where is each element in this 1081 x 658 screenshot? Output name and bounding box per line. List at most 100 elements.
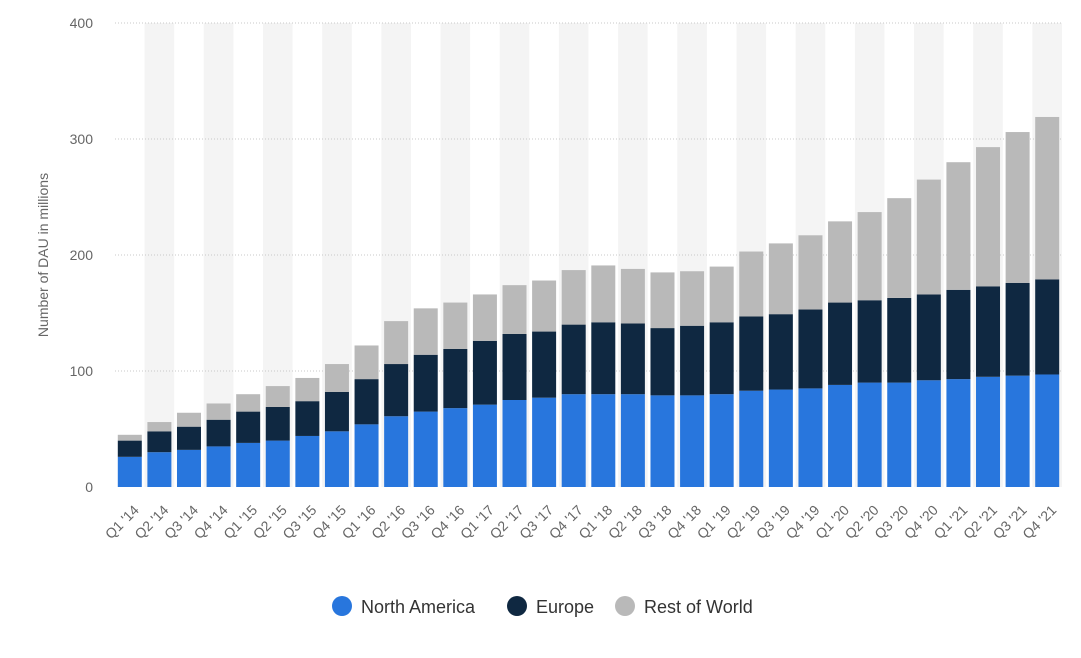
bar-segment[interactable] — [532, 397, 557, 487]
bar-segment[interactable] — [798, 309, 823, 389]
bar-segment[interactable] — [472, 404, 497, 487]
bar-segment[interactable] — [354, 345, 379, 380]
bar-segment[interactable] — [354, 424, 379, 487]
bar-segment[interactable] — [680, 325, 705, 396]
bar-segment[interactable] — [946, 379, 971, 487]
bar-segment[interactable] — [709, 322, 734, 395]
bar-segment[interactable] — [620, 323, 645, 395]
bar-segment[interactable] — [650, 328, 675, 396]
bar-segment[interactable] — [206, 419, 231, 447]
bar-segment[interactable] — [591, 322, 616, 395]
bar-segment[interactable] — [324, 364, 349, 392]
bar-segment[interactable] — [680, 395, 705, 487]
bar-segment[interactable] — [236, 411, 261, 443]
bar-segment[interactable] — [532, 280, 557, 332]
bar-segment[interactable] — [916, 294, 941, 381]
bar-segment[interactable] — [650, 395, 675, 487]
bar-segment[interactable] — [117, 434, 142, 441]
bar-segment[interactable] — [828, 384, 853, 487]
bar-segment[interactable] — [176, 412, 201, 427]
bar-segment[interactable] — [443, 408, 468, 487]
bar-segment[interactable] — [709, 266, 734, 323]
bar-segment[interactable] — [680, 271, 705, 326]
bar-segment[interactable] — [1005, 282, 1030, 376]
bar-segment[interactable] — [502, 285, 527, 334]
bar-segment[interactable] — [976, 376, 1001, 487]
bar-segment[interactable] — [413, 308, 438, 355]
bar-segment[interactable] — [472, 340, 497, 405]
bar-segment[interactable] — [1005, 375, 1030, 487]
bar-segment[interactable] — [206, 446, 231, 487]
bar-segment[interactable] — [443, 348, 468, 409]
bar-segment[interactable] — [561, 270, 586, 325]
bar-segment[interactable] — [916, 179, 941, 295]
bar-segment[interactable] — [887, 297, 912, 383]
bar-segment[interactable] — [768, 243, 793, 315]
bar-segment[interactable] — [887, 198, 912, 298]
bar-segment[interactable] — [206, 403, 231, 420]
bar-segment[interactable] — [650, 272, 675, 329]
bar-segment[interactable] — [147, 422, 172, 432]
bar-segment[interactable] — [1005, 132, 1030, 283]
bar-segment[interactable] — [1035, 374, 1060, 487]
bar-segment[interactable] — [768, 389, 793, 487]
bar-segment[interactable] — [265, 406, 290, 441]
bar-segment[interactable] — [1035, 116, 1060, 280]
bar-segment[interactable] — [443, 302, 468, 349]
bar-segment[interactable] — [502, 333, 527, 400]
bar-segment[interactable] — [236, 394, 261, 412]
bar-segment[interactable] — [916, 380, 941, 487]
bar-segment[interactable] — [147, 452, 172, 487]
bar-segment[interactable] — [561, 394, 586, 487]
bar-segment[interactable] — [532, 331, 557, 398]
bar-segment[interactable] — [413, 411, 438, 487]
bar-segment[interactable] — [946, 162, 971, 290]
bar-segment[interactable] — [384, 416, 409, 487]
bar-segment[interactable] — [561, 324, 586, 395]
bar-segment[interactable] — [887, 382, 912, 487]
bar-segment[interactable] — [768, 314, 793, 390]
bar-segment[interactable] — [176, 449, 201, 487]
bar-segment[interactable] — [384, 321, 409, 365]
bar-segment[interactable] — [857, 382, 882, 487]
bar-segment[interactable] — [976, 286, 1001, 377]
bar-segment[interactable] — [709, 394, 734, 487]
bar-segment[interactable] — [117, 456, 142, 487]
bar-segment[interactable] — [946, 289, 971, 380]
bar-segment[interactable] — [828, 221, 853, 303]
bar-segment[interactable] — [413, 354, 438, 412]
bar-segment[interactable] — [117, 440, 142, 457]
bar-segment[interactable] — [384, 364, 409, 417]
bar-segment[interactable] — [739, 251, 764, 317]
bar-segment[interactable] — [324, 391, 349, 432]
bar-segment[interactable] — [739, 390, 764, 487]
bar-segment[interactable] — [236, 442, 261, 487]
legend-item[interactable]: North America — [332, 596, 476, 617]
bar-segment[interactable] — [620, 268, 645, 324]
bar-segment[interactable] — [591, 265, 616, 323]
bar-segment[interactable] — [472, 294, 497, 341]
bar-segment[interactable] — [739, 316, 764, 391]
bar-segment[interactable] — [176, 426, 201, 450]
bar-segment[interactable] — [295, 377, 320, 402]
bar-segment[interactable] — [798, 235, 823, 310]
bar-segment[interactable] — [295, 401, 320, 436]
bar-segment[interactable] — [828, 302, 853, 385]
bar-segment[interactable] — [265, 386, 290, 407]
bar-segment[interactable] — [857, 300, 882, 383]
bar-segment[interactable] — [1035, 279, 1060, 375]
bar-segment[interactable] — [620, 394, 645, 487]
bar-segment[interactable] — [591, 394, 616, 487]
legend-item[interactable]: Rest of World — [615, 596, 753, 617]
bar-segment[interactable] — [976, 147, 1001, 287]
bar-segment[interactable] — [295, 435, 320, 487]
bar-segment[interactable] — [798, 388, 823, 487]
legend[interactable]: North America Europe Rest of World — [332, 596, 753, 617]
bar-segment[interactable] — [265, 440, 290, 487]
legend-item[interactable]: Europe — [507, 596, 594, 617]
bar-segment[interactable] — [354, 379, 379, 425]
bar-segment[interactable] — [857, 212, 882, 301]
bar-segment[interactable] — [502, 400, 527, 487]
bar-segment[interactable] — [324, 431, 349, 487]
bar-segment[interactable] — [147, 431, 172, 453]
